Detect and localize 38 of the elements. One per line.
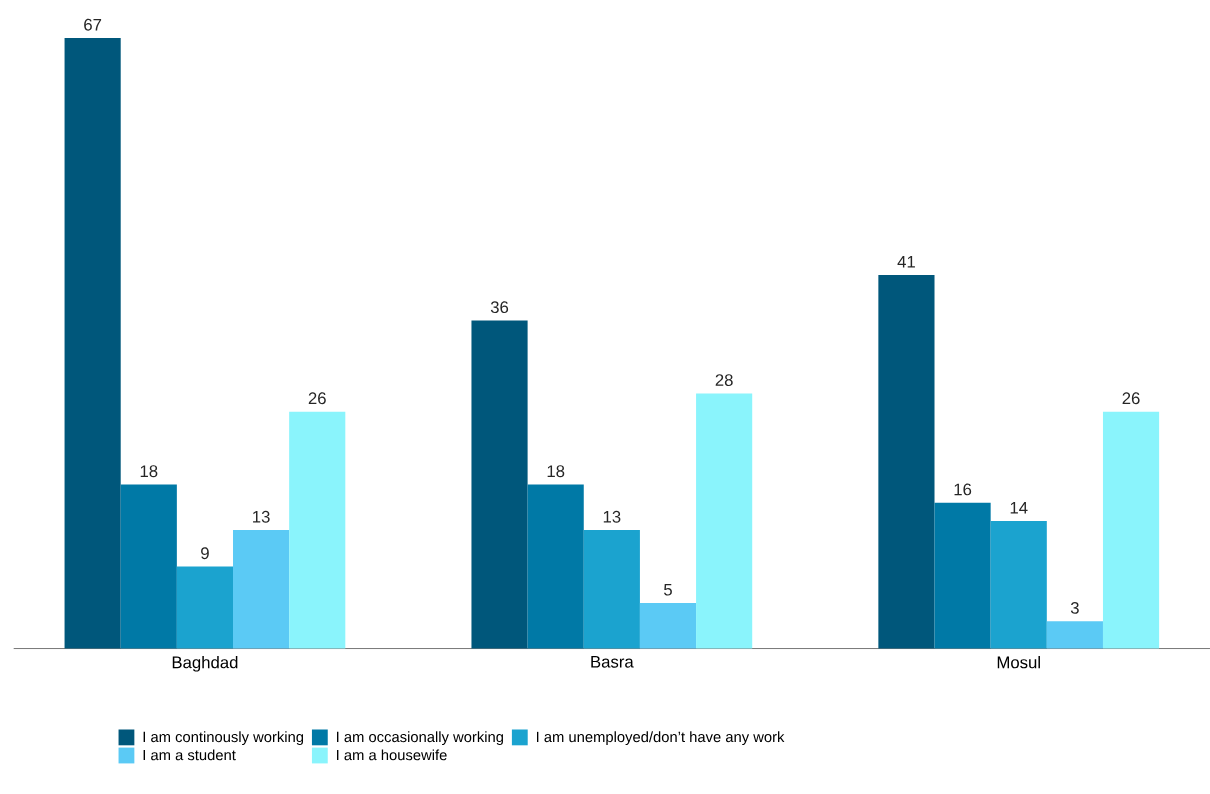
x-tick-label: Baghdad bbox=[172, 656, 238, 672]
data-label: 13 bbox=[603, 510, 621, 523]
x-tick-label: Mosul bbox=[997, 656, 1040, 669]
bar bbox=[64, 38, 121, 649]
data-label: 5 bbox=[664, 583, 672, 596]
bar bbox=[639, 603, 697, 649]
data-label: 18 bbox=[547, 465, 565, 478]
data-label: 26 bbox=[308, 392, 326, 405]
bar bbox=[1102, 411, 1160, 649]
data-label: 26 bbox=[1122, 392, 1140, 405]
bar bbox=[289, 411, 346, 649]
bar bbox=[120, 484, 177, 649]
data-label: 18 bbox=[140, 465, 158, 478]
legend-label: I am a housewife bbox=[337, 749, 447, 761]
data-label: 3 bbox=[1070, 601, 1079, 614]
legend-label: I am continously working bbox=[143, 731, 304, 746]
legend-label: I am occasionally working bbox=[337, 731, 503, 746]
bar bbox=[233, 530, 290, 649]
data-label: 36 bbox=[490, 301, 509, 314]
bar bbox=[934, 502, 991, 649]
bar bbox=[583, 530, 640, 649]
data-label: 13 bbox=[253, 510, 270, 523]
legend-label: I am a student bbox=[143, 749, 236, 761]
data-label: 14 bbox=[1010, 502, 1028, 514]
bar bbox=[176, 566, 234, 649]
data-label: 41 bbox=[897, 256, 915, 268]
bar bbox=[696, 393, 753, 649]
bar bbox=[990, 521, 1047, 649]
data-label: 9 bbox=[201, 547, 209, 560]
data-label: 28 bbox=[715, 374, 733, 387]
data-label: 16 bbox=[954, 483, 972, 496]
x-tick-label: Basra bbox=[591, 656, 634, 668]
bar bbox=[1046, 621, 1103, 649]
bar bbox=[878, 275, 935, 649]
bar bbox=[471, 320, 528, 649]
legend-label: I am unemployed/don’t have any work bbox=[536, 731, 785, 746]
data-label: 67 bbox=[84, 18, 102, 31]
bar bbox=[527, 484, 584, 649]
